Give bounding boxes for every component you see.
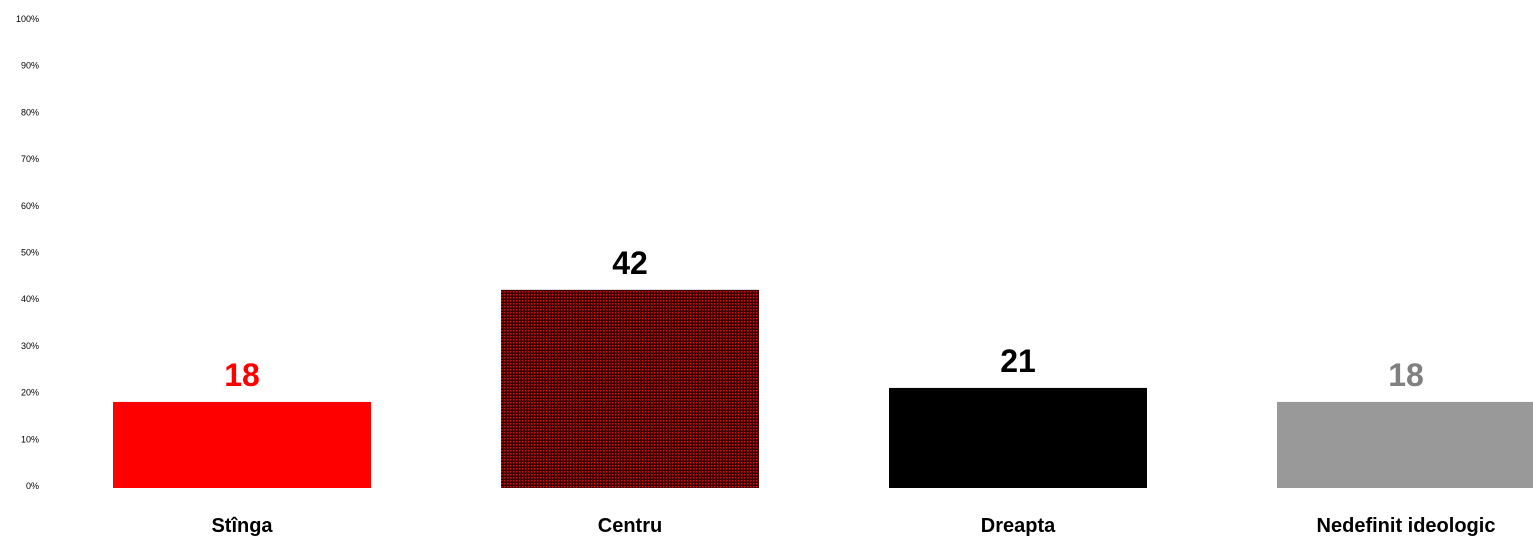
- y-tick-label: 40%: [21, 294, 39, 304]
- x-tick-label: Centru: [598, 515, 662, 537]
- y-tick-label: 30%: [21, 341, 39, 351]
- x-tick-label: Stînga: [211, 515, 273, 537]
- bars: [113, 289, 1533, 488]
- y-tick-label: 10%: [21, 434, 39, 444]
- x-tick-label: Dreapta: [981, 515, 1056, 537]
- category-labels: Stînga Centru Dreapta Nedefinit ideologic: [211, 515, 1495, 537]
- data-label: 18: [1388, 357, 1424, 393]
- y-tick-label: 70%: [21, 154, 39, 164]
- data-label: 21: [1000, 343, 1036, 379]
- y-axis: 0% 10% 20% 30% 40% 50% 60% 70% 80% 90% 100%: [16, 14, 39, 491]
- bar: [501, 289, 759, 488]
- data-label: 42: [612, 245, 648, 281]
- data-label: 18: [224, 357, 260, 393]
- bar: [1277, 401, 1533, 488]
- y-tick-label: 20%: [21, 388, 39, 398]
- y-tick-label: 90%: [21, 61, 39, 71]
- x-tick-label: Nedefinit ideologic: [1317, 515, 1496, 537]
- y-tick-label: 100%: [16, 14, 39, 24]
- value-labels: 18 42 21 18: [224, 245, 1424, 393]
- bar: [113, 401, 371, 488]
- y-tick-label: 80%: [21, 107, 39, 117]
- bar: [889, 387, 1147, 488]
- y-tick-label: 0%: [26, 481, 39, 491]
- y-tick-label: 50%: [21, 248, 39, 258]
- y-tick-label: 60%: [21, 201, 39, 211]
